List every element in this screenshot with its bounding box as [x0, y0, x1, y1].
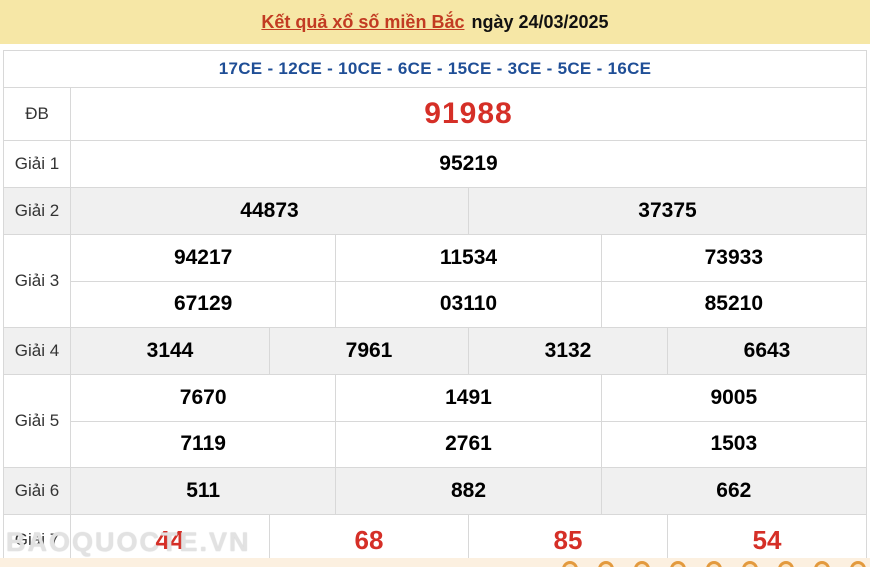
prize-row-giai5: Giải 5 7670 1491 9005 7119 2761 1503: [4, 374, 866, 467]
prize-number: 67129: [173, 292, 233, 316]
prize-row-db: ĐB 91988: [4, 87, 866, 140]
prize-number: 662: [600, 468, 866, 514]
prize-number: 7119: [180, 432, 226, 456]
prize-label-giai6: Giải 6: [4, 468, 71, 514]
loto-dot: [634, 561, 650, 567]
prize-row-content: 3144 7961 3132 6643: [71, 328, 866, 374]
prize-number: 882: [335, 468, 600, 514]
prize-label-giai5: Giải 5: [4, 375, 71, 467]
prize-row-giai6: Giải 6 511 882 662: [4, 467, 866, 514]
prize-row-content: 7670 1491 9005 7119 2761 1503: [71, 375, 866, 467]
prize-row-giai4: Giải 4 3144 7961 3132 6643: [4, 327, 866, 374]
prize-sub-row: 95219: [71, 141, 866, 187]
prize-row-content: 95219: [71, 141, 866, 187]
prize-number: 44: [155, 524, 185, 555]
loto-dot: [742, 561, 758, 567]
loto-dot: [670, 561, 686, 567]
prize-row-giai1: Giải 1 95219: [4, 140, 866, 187]
prize-sub-row: 3144 7961 3132 6643: [71, 328, 866, 374]
prize-sub-row: 67129 03110 85210: [71, 280, 866, 327]
prize-number: 7961: [269, 328, 468, 374]
loto-dot: [562, 561, 578, 567]
codes-row: 17CE - 12CE - 10CE - 6CE - 15CE - 3CE - …: [4, 51, 866, 87]
prize-number: 3132: [468, 328, 667, 374]
prize-row-giai3: Giải 3 94217 11534 73933 67129 03110 85210: [4, 234, 866, 327]
loto-dot: [778, 561, 794, 567]
title-band: Kết quả xổ số miền Bắc ngày 24/03/2025: [0, 0, 870, 44]
loto-dot: [706, 561, 722, 567]
prize-number: 1503: [600, 421, 866, 467]
prize-row-giai7: Giải 7 44 68 85 54: [4, 514, 866, 565]
prize-label-giai1: Giải 1: [4, 141, 71, 187]
prize-number: 511: [186, 479, 221, 502]
prize-number: 68: [269, 515, 468, 565]
prize-number: 6643: [667, 328, 866, 374]
next-section-strip: [0, 558, 870, 567]
prize-number: 3144: [146, 339, 194, 362]
prize-rows: ĐB 91988 Giải 1 95219 Giải 2 44873 37375 Giải 3…: [4, 87, 866, 565]
prize-number: 11534: [335, 235, 600, 281]
prize-number: 03110: [335, 281, 600, 327]
prize-label-giai4: Giải 4: [4, 328, 71, 374]
prize-label-giai2: Giải 2: [4, 188, 71, 234]
prize-label-giai7: Giải 7: [4, 515, 71, 565]
prize-label-giai3: Giải 3: [4, 235, 71, 327]
prize-number: 85210: [600, 281, 866, 327]
loto-dot: [598, 561, 614, 567]
prize-number: 37375: [468, 188, 866, 234]
prize-number: 2761: [335, 421, 600, 467]
prize-number: 91988: [424, 97, 513, 130]
prize-number: 54: [667, 515, 866, 565]
results-date: ngày 24/03/2025: [471, 11, 609, 32]
prize-number: 94217: [173, 245, 233, 269]
prize-label-db: ĐB: [4, 88, 71, 140]
results-table: 17CE - 12CE - 10CE - 6CE - 15CE - 3CE - …: [3, 50, 867, 566]
prize-number: 73933: [600, 235, 866, 281]
prize-number: 9005: [600, 375, 866, 421]
prize-row-content: 44873 37375: [71, 188, 866, 234]
loto-dot: [814, 561, 830, 567]
prize-sub-row: 94217 11534 73933: [71, 235, 866, 281]
prize-number: 44873: [240, 199, 299, 222]
prize-sub-row: 7670 1491 9005: [71, 375, 866, 421]
prize-sub-row: 91988: [71, 88, 866, 140]
prize-sub-row: 511 882 662: [71, 468, 866, 514]
prize-row-content: 511 882 662: [71, 468, 866, 514]
loto-dot: [850, 561, 866, 567]
prize-number: 95219: [439, 152, 498, 175]
results-title-link[interactable]: Kết quả xổ số miền Bắc: [261, 11, 465, 32]
prize-sub-row: 7119 2761 1503: [71, 420, 866, 467]
prize-row-content: 91988: [71, 88, 866, 140]
prize-sub-row: 44873 37375: [71, 188, 866, 234]
codes-text: 17CE - 12CE - 10CE - 6CE - 15CE - 3CE - …: [218, 59, 652, 78]
prize-row-content: 44 68 85 54: [71, 515, 866, 565]
prize-row-giai2: Giải 2 44873 37375: [4, 187, 866, 234]
prize-number: 7670: [179, 385, 227, 409]
prize-sub-row: 44 68 85 54: [71, 515, 866, 565]
prize-number: 1491: [335, 375, 600, 421]
prize-number: 85: [468, 515, 667, 565]
prize-row-content: 94217 11534 73933 67129 03110 85210: [71, 235, 866, 327]
